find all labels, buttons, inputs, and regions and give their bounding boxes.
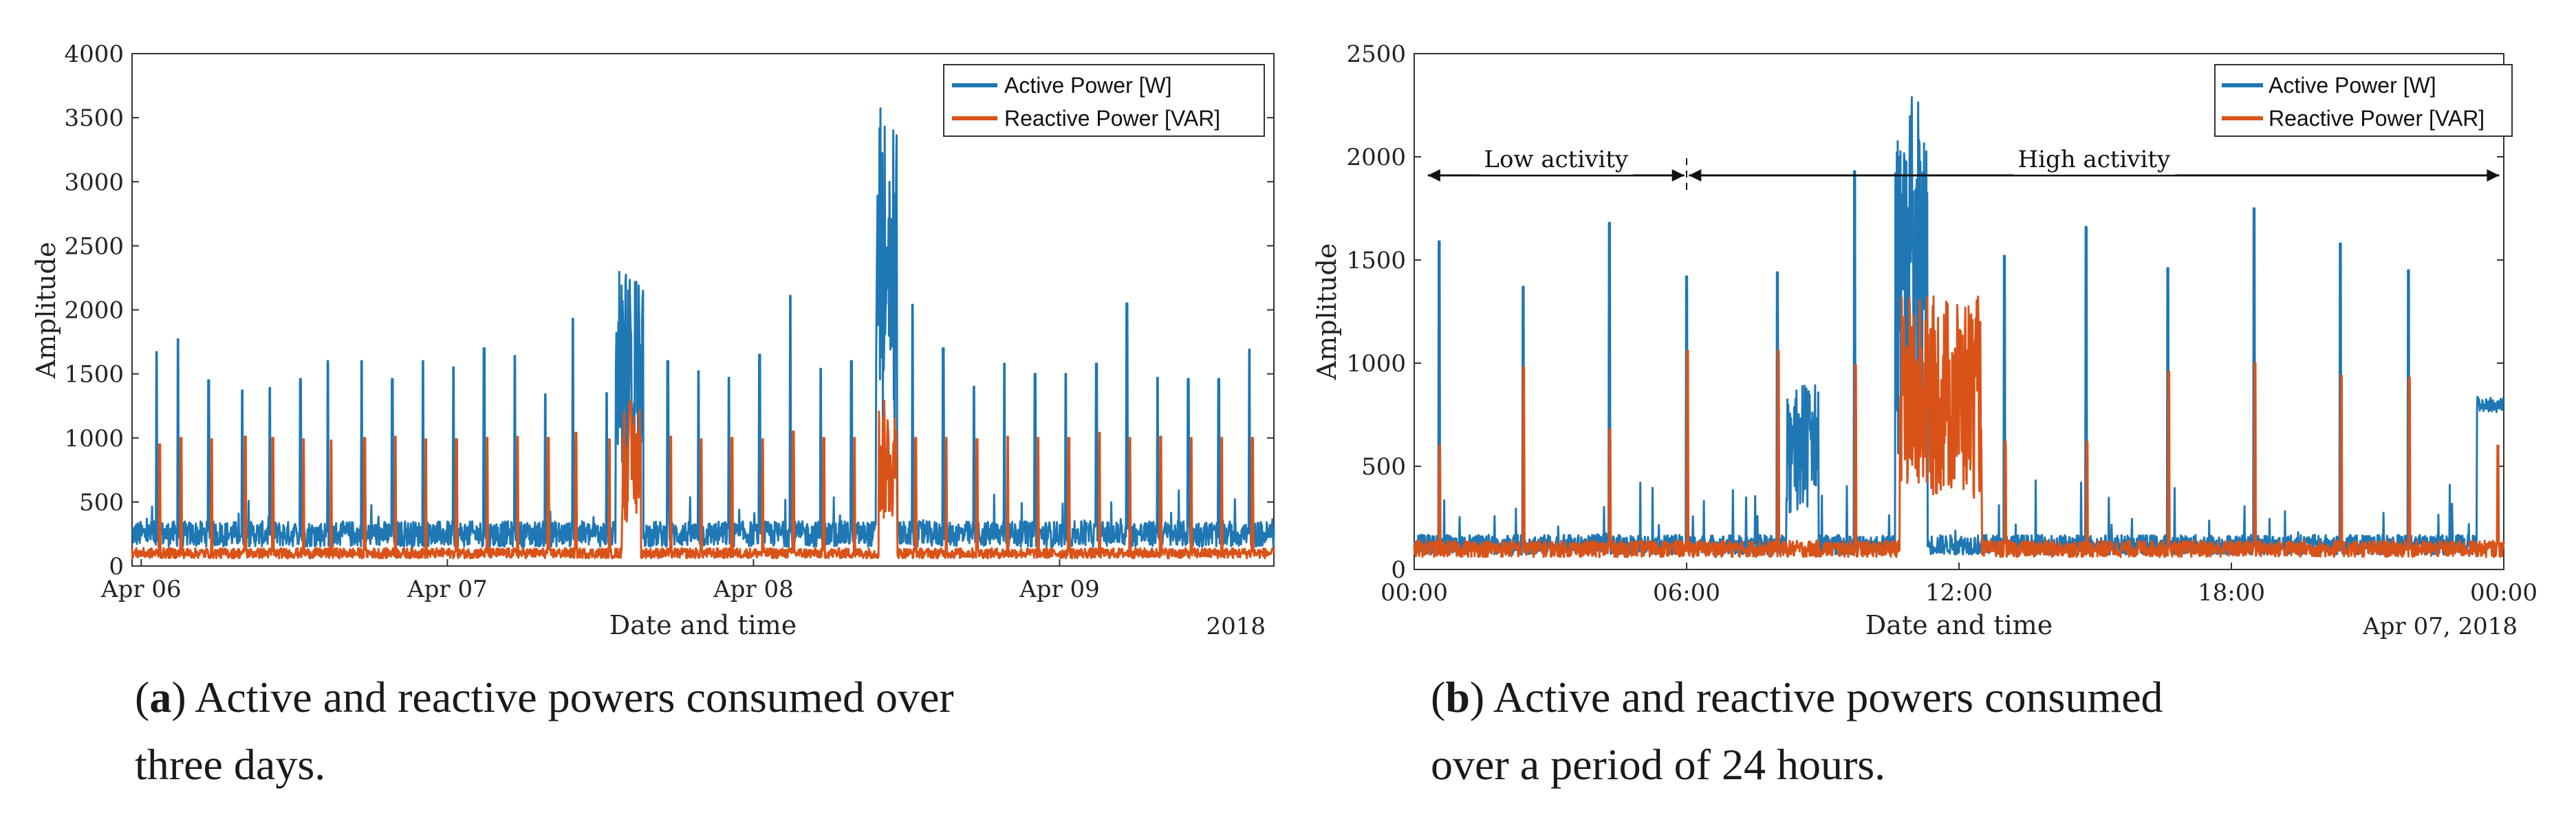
arrow-head (1427, 169, 1440, 182)
chart-b-low-activity-label: Low activity (1484, 146, 1629, 173)
y-tick-label: 1500 (64, 361, 124, 389)
caption-b-letter: b (1445, 673, 1470, 721)
x-tick-label: 18:00 (2198, 579, 2265, 607)
chart-a-y-ticks: 0 500 1000 1500 2000 2500 3000 3500 4000 (64, 41, 1274, 580)
x-tick-label: Apr 06 (100, 576, 182, 603)
series-line-reactive (1413, 295, 2505, 558)
series-line-active (131, 107, 1275, 548)
chart-a-legend-box (943, 64, 1265, 137)
caption-b-text: ) Active and reactive powers consumed (1469, 673, 2163, 721)
caption-a: (a) Active and reactive powers consumed … (135, 673, 954, 789)
y-tick-label: 1000 (64, 425, 124, 453)
chart-a-xlabel: Date and time (609, 610, 797, 640)
y-tick-label: 2000 (64, 297, 124, 325)
chart-a-series (131, 107, 1275, 560)
caption-b-text-line2: over a period of 24 hours. (1431, 740, 1886, 789)
y-tick-label: 0 (109, 553, 124, 580)
y-tick-label: 500 (1361, 453, 1406, 481)
chart-a-ylabel: Amplitude (31, 242, 61, 380)
x-tick-label: 06:00 (1653, 579, 1720, 607)
x-tick-label: 00:00 (1381, 579, 1448, 607)
arrow-head (2487, 169, 2500, 182)
chart-b-ylabel: Amplitude (1312, 243, 1342, 381)
chart-b-x-ticks: 00:00 06:00 12:00 18:00 00:00 (1381, 563, 2537, 607)
y-tick-label: 2500 (1346, 41, 1406, 68)
caption-a-text-line2: three days. (135, 740, 326, 789)
chart-b-plot-area (1414, 53, 2504, 570)
chart-b-legend-label-active: Active Power [W] (2269, 73, 2436, 98)
chart-b-high-activity-label: High activity (2017, 146, 2171, 173)
chart-a-x-ticks: Apr 06 Apr 07 Apr 08 Apr 09 (100, 559, 1100, 603)
chart-b-legend-box (2214, 64, 2513, 137)
y-tick-label: 2500 (64, 232, 124, 260)
chart-b-corner-label: Apr 07, 2018 (2362, 613, 2518, 640)
chart-b-y-ticks: 0 500 1000 1500 2000 2500 (1346, 41, 2504, 584)
y-tick-label: 2000 (1346, 144, 1406, 171)
y-tick-label: 1000 (1346, 350, 1406, 378)
chart-a-legend-label-reactive: Reactive Power [VAR] (1004, 106, 1220, 131)
y-tick-label: 500 (79, 489, 124, 517)
x-tick-label: 12:00 (1925, 579, 1993, 607)
arrow-head (1671, 169, 1685, 182)
chart-a-plot-area (131, 53, 1275, 567)
caption-b: (b) Active and reactive powers consumed … (1431, 673, 2163, 789)
chart-a-corner-label: 2018 (1206, 613, 1266, 640)
chart-a-legend: Active Power [W] Reactive Power [VAR] (943, 64, 1265, 137)
chart-b-series (1413, 96, 2505, 558)
chart-b-annotations: Low activity High activity (1427, 144, 2500, 193)
caption-a-text: ) Active and reactive powers consumed ov… (171, 673, 954, 721)
label-bg (2013, 144, 2176, 175)
series-line-reactive (131, 400, 1275, 560)
x-tick-label: Apr 08 (713, 576, 794, 603)
chart-a-legend-label-active: Active Power [W] (1004, 73, 1172, 98)
label-bg (1480, 144, 1633, 175)
y-tick-label: 3500 (64, 105, 124, 132)
arrow-head (1689, 169, 1702, 182)
chart-b-legend-label-reactive: Reactive Power [VAR] (2269, 106, 2485, 131)
x-tick-label: Apr 09 (1019, 576, 1100, 603)
y-tick-label: 1500 (1346, 247, 1406, 274)
y-tick-label: 4000 (64, 41, 124, 68)
caption-a-letter: a (149, 673, 172, 721)
y-tick-label: 0 (1391, 556, 1406, 584)
chart-b-xlabel: Date and time (1865, 610, 2053, 640)
chart-b-legend: Active Power [W] Reactive Power [VAR] (2214, 64, 2513, 137)
x-tick-label: 00:00 (2470, 579, 2537, 607)
chart-b: 0 500 1000 1500 2000 2500 00:00 06:00 12:00 18:0… (1312, 41, 2537, 640)
y-tick-label: 3000 (64, 169, 124, 196)
x-tick-label: Apr 07 (407, 576, 488, 603)
